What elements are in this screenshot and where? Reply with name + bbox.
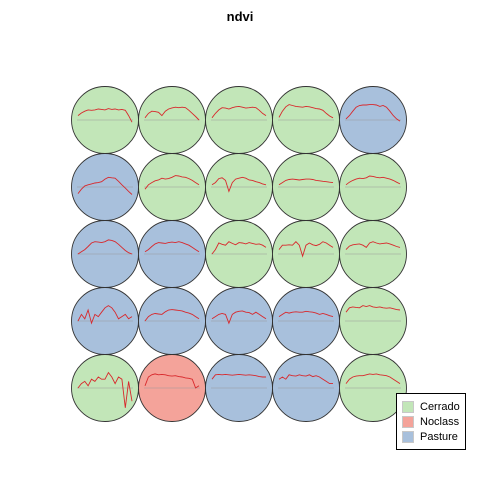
legend-label-pasture: Pasture bbox=[420, 431, 458, 443]
legend-item-noclass: Noclass bbox=[402, 415, 459, 429]
ndvi-series-line bbox=[345, 104, 401, 122]
legend-label-noclass: Noclass bbox=[420, 416, 460, 428]
som-cell-5-5 bbox=[339, 354, 407, 422]
ndvi-series-line bbox=[211, 105, 267, 119]
som-cell-3-2 bbox=[138, 220, 206, 288]
legend-swatch-pasture bbox=[402, 431, 414, 443]
chart-title: ndvi bbox=[226, 9, 254, 24]
ndvi-series-line bbox=[278, 241, 334, 258]
ndvi-series-line bbox=[345, 305, 401, 313]
som-cell-2-1 bbox=[71, 153, 139, 221]
ndvi-series-line bbox=[211, 373, 266, 380]
som-cell-2-4 bbox=[272, 153, 340, 221]
ndvi-series-line bbox=[144, 309, 200, 322]
som-cell-4-4 bbox=[272, 287, 340, 355]
legend-swatch-cerrado bbox=[402, 401, 414, 413]
ndvi-series-line bbox=[278, 310, 334, 318]
som-cell-1-2 bbox=[138, 86, 206, 154]
legend: Cerrado Noclass Pasture bbox=[396, 393, 466, 450]
ndvi-series-line bbox=[77, 176, 133, 195]
som-cell-4-3 bbox=[205, 287, 273, 355]
ndvi-series-line bbox=[278, 374, 333, 385]
som-cell-3-1 bbox=[71, 220, 139, 288]
ndvi-series-line bbox=[278, 104, 334, 119]
som-cell-4-5 bbox=[339, 287, 407, 355]
som-cell-4-2 bbox=[138, 287, 206, 355]
ndvi-series-line bbox=[77, 305, 133, 325]
som-cell-1-1 bbox=[71, 86, 139, 154]
ndvi-series-line bbox=[345, 373, 401, 384]
ndvi-series-line bbox=[144, 175, 200, 190]
som-cell-5-2 bbox=[138, 354, 206, 422]
ndvi-series-line bbox=[211, 241, 267, 255]
ndvi-series-line bbox=[345, 175, 401, 186]
ndvi-series-line bbox=[211, 176, 267, 193]
ndvi-series-line bbox=[77, 239, 133, 255]
legend-item-cerrado: Cerrado bbox=[402, 400, 460, 414]
som-cell-5-1 bbox=[71, 354, 139, 422]
ndvi-series-line bbox=[144, 106, 200, 121]
som-cell-1-3 bbox=[205, 86, 273, 154]
ndvi-series-line bbox=[77, 371, 133, 408]
ndvi-series-line bbox=[144, 373, 200, 389]
som-cell-3-4 bbox=[272, 220, 340, 288]
ndvi-series-line bbox=[278, 178, 334, 186]
ndvi-series-line bbox=[345, 241, 401, 250]
som-cell-4-1 bbox=[71, 287, 139, 355]
legend-swatch-noclass bbox=[402, 416, 414, 428]
som-cell-5-4 bbox=[272, 354, 340, 422]
som-cell-2-2 bbox=[138, 153, 206, 221]
som-cell-1-5 bbox=[339, 86, 407, 154]
som-cell-3-3 bbox=[205, 220, 273, 288]
ndvi-series-line bbox=[144, 241, 200, 253]
legend-item-pasture: Pasture bbox=[402, 430, 458, 444]
som-cell-2-3 bbox=[205, 153, 273, 221]
som-cell-1-4 bbox=[272, 86, 340, 154]
ndvi-series-line bbox=[77, 108, 133, 123]
som-cell-2-5 bbox=[339, 153, 407, 221]
som-cell-3-5 bbox=[339, 220, 407, 288]
ndvi-series-line bbox=[211, 310, 267, 325]
legend-label-cerrado: Cerrado bbox=[420, 401, 460, 413]
som-cell-5-3 bbox=[205, 354, 273, 422]
